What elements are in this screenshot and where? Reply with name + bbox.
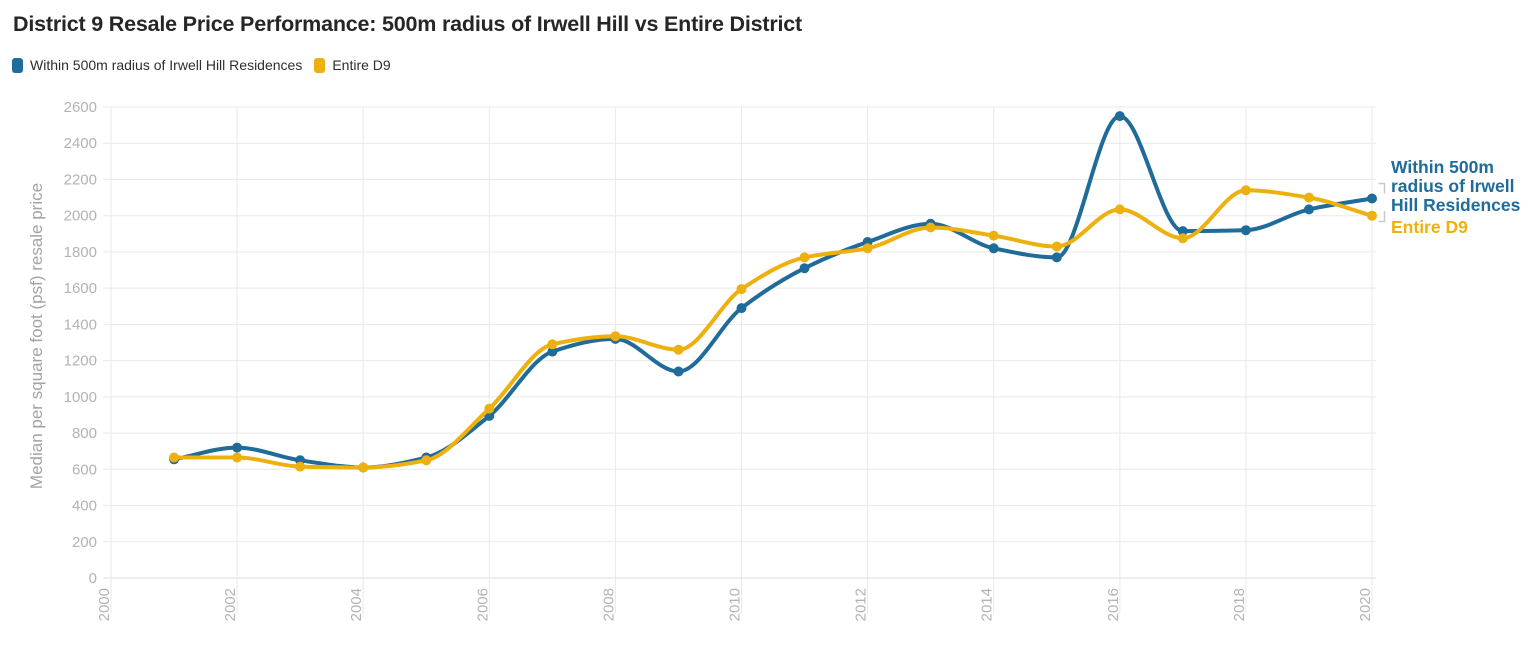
legend-item-d9: Entire D9 — [314, 57, 391, 73]
data-point-0-2010[interactable] — [736, 303, 747, 314]
y-tick-label: 200 — [72, 534, 97, 551]
y-tick-label: 1400 — [64, 316, 97, 333]
data-point-1-2013[interactable] — [925, 222, 936, 233]
data-point-1-2017[interactable] — [1177, 233, 1188, 244]
data-point-0-2018[interactable] — [1240, 225, 1251, 236]
x-tick-label: 2004 — [348, 588, 365, 621]
data-point-1-2007[interactable] — [547, 339, 558, 350]
series-line-0 — [172, 114, 1374, 470]
data-point-1-2004[interactable] — [358, 462, 369, 473]
data-point-1-2006[interactable] — [484, 403, 495, 414]
legend-swatch-blue — [12, 57, 23, 73]
y-tick-label: 0 — [89, 570, 97, 587]
data-point-1-2019[interactable] — [1304, 192, 1314, 203]
x-tick-label: 2020 — [1357, 588, 1374, 621]
x-tick-label: 2010 — [727, 588, 744, 621]
label-bracket-irwell — [1378, 182, 1386, 194]
y-tick-label: 2200 — [64, 171, 97, 188]
x-tick-label: 2014 — [979, 588, 996, 621]
series-end-label-d9: Entire D9 — [1391, 217, 1468, 237]
data-point-0-2009[interactable] — [673, 366, 684, 377]
data-point-0-2015[interactable] — [1051, 252, 1062, 263]
y-tick-label: 1600 — [64, 280, 97, 297]
data-point-1-2015[interactable] — [1051, 241, 1062, 252]
legend: Within 500m radius of Irwell Hill Reside… — [12, 57, 391, 73]
x-tick-label: 2016 — [1105, 588, 1122, 621]
x-tick-label: 2018 — [1231, 588, 1248, 621]
data-point-1-2014[interactable] — [988, 230, 999, 241]
data-point-1-2010[interactable] — [736, 284, 747, 295]
x-tick-label: 2012 — [853, 588, 870, 621]
data-point-1-2018[interactable] — [1240, 185, 1251, 196]
data-point-1-2012[interactable] — [862, 243, 873, 254]
data-point-1-2001[interactable] — [169, 452, 180, 463]
y-tick-label: 2600 — [64, 99, 97, 116]
y-tick-label: 1200 — [64, 353, 97, 370]
legend-item-irwell: Within 500m radius of Irwell Hill Reside… — [12, 57, 302, 73]
data-point-1-2005[interactable] — [421, 455, 432, 466]
data-point-0-2007[interactable] — [547, 346, 558, 357]
series-end-label-irwell: Within 500m radius of Irwell Hill Reside… — [1391, 157, 1521, 215]
data-point-0-2017[interactable] — [1177, 226, 1188, 237]
x-tick-label: 2006 — [474, 588, 491, 621]
y-tick-label: 1800 — [64, 244, 97, 261]
data-point-0-2020[interactable] — [1367, 193, 1377, 204]
data-point-0-2014[interactable] — [988, 243, 999, 254]
data-point-1-2009[interactable] — [673, 344, 684, 355]
y-axis-title: Median per square foot (psf) resale pric… — [27, 183, 46, 489]
data-point-0-2011[interactable] — [799, 263, 810, 274]
data-point-0-2019[interactable] — [1304, 204, 1314, 215]
data-point-1-2002[interactable] — [232, 452, 243, 463]
x-tick-label: 2000 — [96, 588, 113, 621]
grid-layer: 0 200 400 600 800 1000 1200 1400 1600 1800 2000 220… — [64, 99, 1376, 621]
y-tick-label: 1000 — [64, 389, 97, 406]
data-point-0-2002[interactable] — [232, 442, 243, 453]
data-point-0-2016[interactable] — [1114, 111, 1125, 122]
y-tick-label: 600 — [72, 461, 97, 478]
data-point-1-2008[interactable] — [610, 331, 621, 342]
x-tick-label: 2008 — [600, 588, 617, 621]
x-tick-label: 2002 — [222, 588, 239, 621]
legend-label-irwell: Within 500m radius of Irwell Hill Reside… — [30, 57, 303, 73]
y-tick-label: 2000 — [64, 208, 97, 225]
data-point-1-2016[interactable] — [1114, 204, 1125, 215]
data-point-1-2003[interactable] — [295, 461, 306, 472]
data-point-1-2020[interactable] — [1367, 210, 1377, 221]
y-tick-label: 800 — [72, 425, 97, 442]
data-point-1-2011[interactable] — [799, 252, 810, 263]
y-tick-label: 2400 — [64, 135, 97, 152]
chart-title: District 9 Resale Price Performance: 500… — [13, 12, 802, 36]
y-tick-label: 400 — [72, 498, 97, 515]
legend-swatch-yellow — [314, 57, 326, 73]
legend-label-d9: Entire D9 — [332, 57, 391, 73]
series-layer — [169, 111, 1377, 473]
label-bracket-d9 — [1378, 211, 1386, 223]
